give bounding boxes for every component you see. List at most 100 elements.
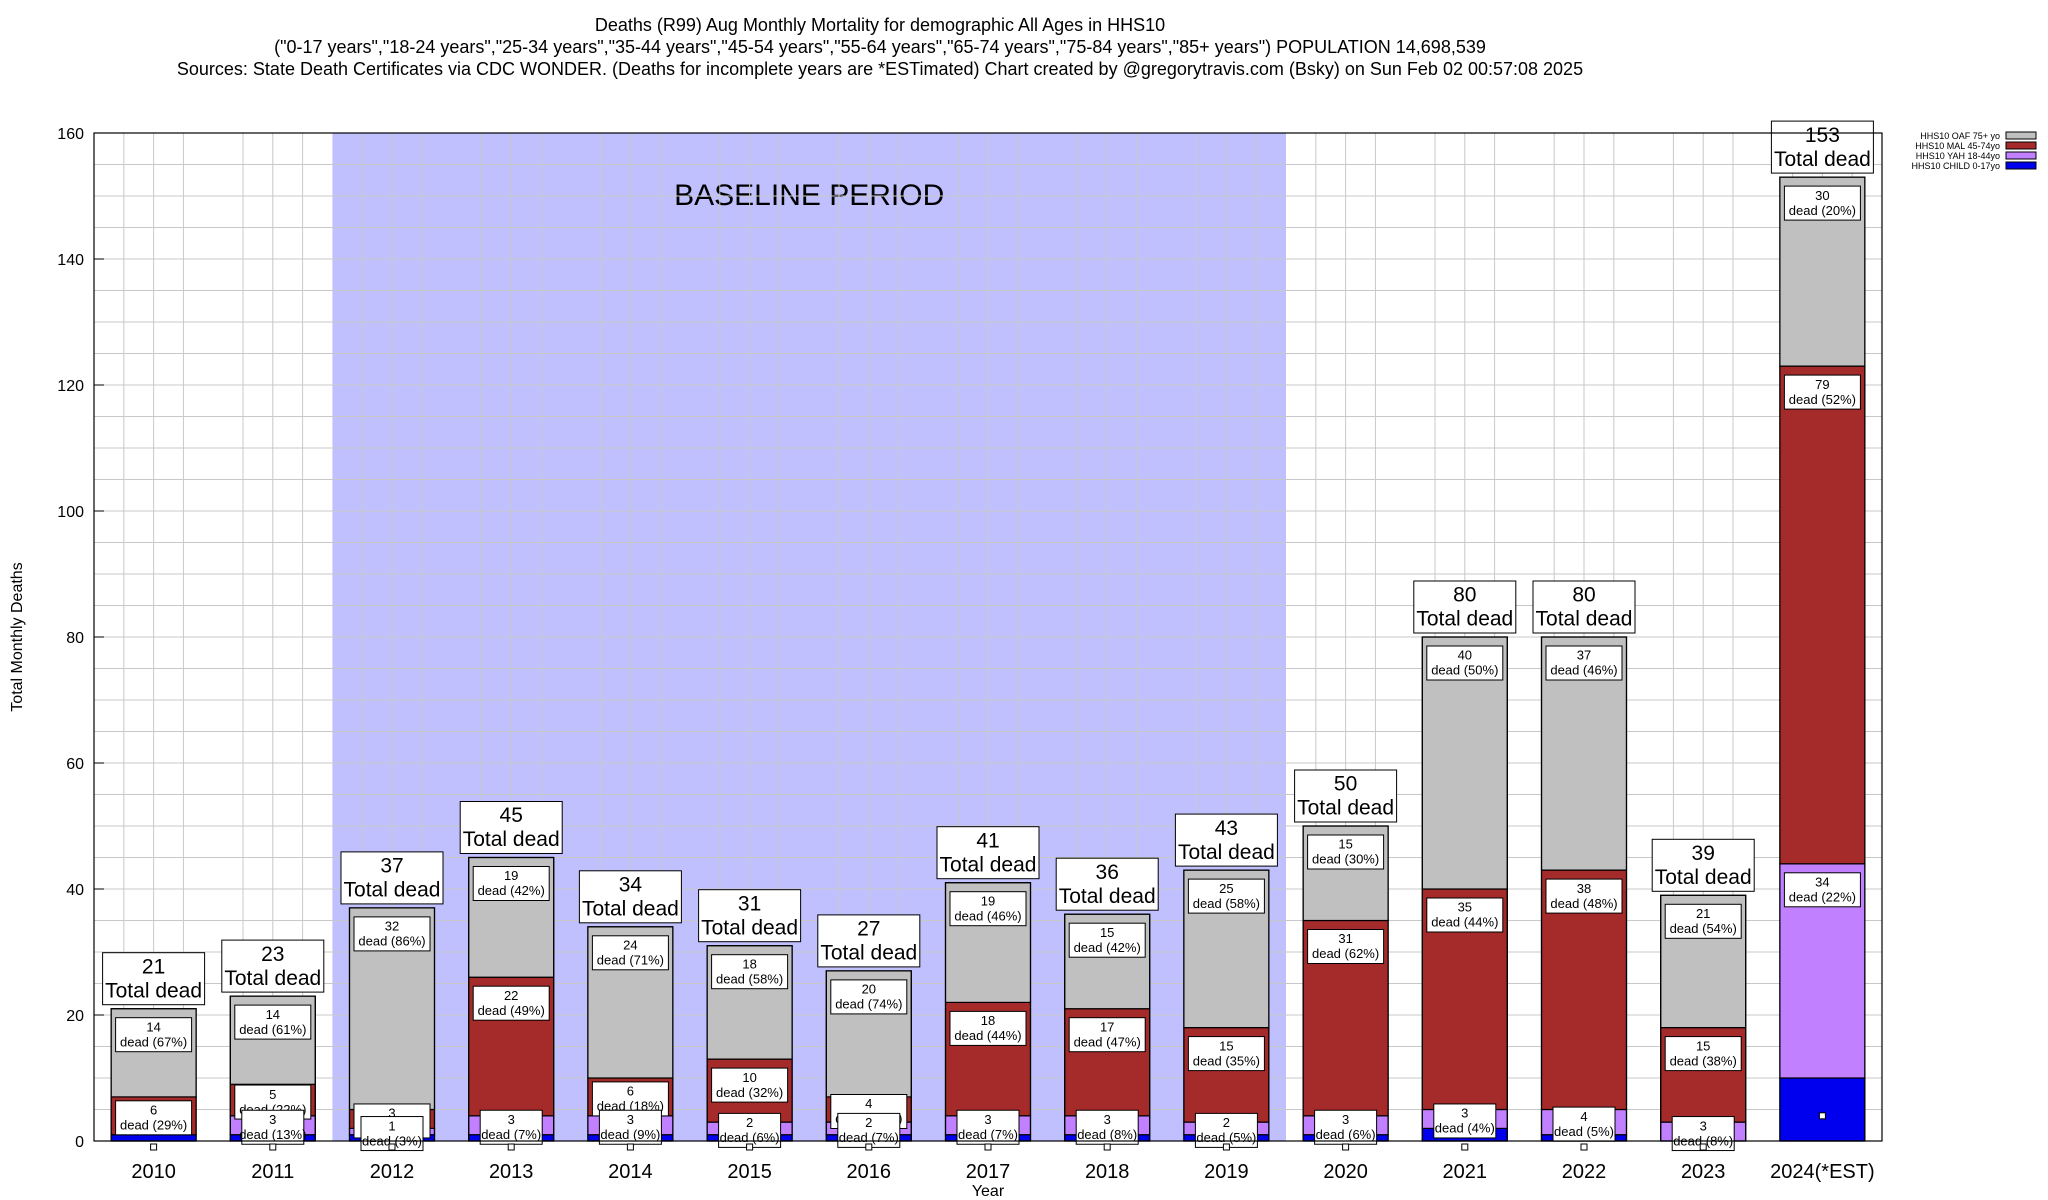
child-marker: [1342, 1143, 1350, 1151]
segment-label-yah-text: 3: [1342, 1112, 1349, 1127]
total-label-text: 153: [1805, 124, 1840, 147]
legend-label-oaf: HHS10 OAF 75+ yo: [1920, 131, 2000, 141]
segment-label-mal-text: dead (38%): [1670, 1053, 1737, 1068]
x-tick-label: 2018: [1085, 1161, 1130, 1183]
segment-label-mal-text: dead (47%): [1074, 1034, 1141, 1049]
segment-label-yah-box: [956, 1109, 1020, 1145]
total-label-box: [102, 952, 206, 1006]
legend-label-mal: HHS10 MAL 45-74yo: [1915, 141, 2000, 151]
segment-label-oaf-text: 24: [623, 938, 637, 953]
total-label-box: [578, 870, 682, 924]
child-marker: [388, 1143, 396, 1151]
segment-label-oaf-text: 40: [1458, 648, 1472, 663]
segment-label-mal-text: 17: [1100, 1019, 1114, 1034]
x-tick-label: 2013: [489, 1161, 534, 1183]
segment-label-yah-box: [479, 1109, 543, 1145]
total-label-box: [1294, 769, 1398, 823]
y-tick-label: 140: [57, 252, 84, 269]
chart-header: Deaths (R99) Aug Monthly Mortality for d…: [0, 14, 1760, 80]
total-label-text: Total dead: [1297, 797, 1394, 820]
child-marker: [626, 1143, 634, 1151]
segment-label-mal-text: dead (48%): [1550, 896, 1617, 911]
x-tick-label: 2024(*EST): [1770, 1161, 1875, 1183]
legend-swatch-mal: [2005, 141, 2037, 150]
total-label-text: Total dead: [344, 879, 441, 902]
segment-label-oaf-text: 14: [146, 1019, 160, 1034]
segment-label-mal-box: [1783, 374, 1861, 410]
legend-swatch-oaf: [2005, 131, 2037, 140]
total-label-box: [817, 914, 921, 968]
segment-label-mal-box: [1068, 1017, 1146, 1053]
segment-label-mal-text: dead (32%): [716, 1085, 783, 1100]
bar-segment-mal: [1779, 365, 1866, 865]
total-label-box: [698, 889, 802, 943]
segment-label-yah-text: 3: [1104, 1112, 1111, 1127]
segment-label-oaf-text: dead (74%): [835, 997, 902, 1012]
total-label-box: [1770, 120, 1874, 174]
segment-label-oaf-text: 20: [862, 982, 876, 997]
segment-label-mal-text: 3: [388, 1106, 395, 1121]
total-label-text: Total dead: [582, 898, 679, 921]
x-tick-label: 2010: [131, 1161, 176, 1183]
total-label-text: Total dead: [1655, 866, 1752, 889]
child-marker: [269, 1143, 277, 1151]
segment-label-oaf-text: 19: [981, 893, 995, 908]
segment-label-yah-box: [1075, 1109, 1139, 1145]
total-label-box: [1174, 813, 1278, 867]
segment-label-mal-text: 38: [1577, 881, 1591, 896]
bar-segment-child: [110, 1134, 197, 1142]
segment-label-yah-text: dead (22%): [1789, 890, 1856, 905]
segment-label-oaf-text: dead (71%): [597, 953, 664, 968]
segment-label-oaf-text: 14: [266, 1007, 280, 1022]
segment-label-oaf-box: [234, 1004, 312, 1040]
segment-label-mal-box: [1426, 897, 1504, 933]
segment-label-mal-text: 18: [981, 1013, 995, 1028]
child-marker: [984, 1143, 992, 1151]
segment-label-oaf-box: [830, 979, 908, 1015]
total-label-text: 80: [1453, 584, 1476, 607]
segment-label-oaf-text: 32: [385, 919, 399, 934]
segment-label-mal-box: [472, 985, 550, 1021]
total-label-text: Total dead: [940, 853, 1037, 876]
segment-label-oaf-box: [1426, 645, 1504, 681]
total-label-box: [1413, 580, 1517, 634]
segment-label-yah-text: dead (7%): [481, 1127, 541, 1142]
child-marker: [865, 1143, 873, 1151]
segment-label-yah-text: 3: [508, 1112, 515, 1127]
legend-swatch-yah: [2005, 151, 2037, 160]
segment-label-yah-text: 2: [1223, 1115, 1230, 1130]
bar-segment-child: [1779, 1077, 1866, 1142]
total-label-text: 27: [857, 918, 880, 941]
segment-label-yah-text: 2: [865, 1115, 872, 1130]
child-marker: [507, 1143, 515, 1151]
segment-label-oaf-text: dead (42%): [1074, 940, 1141, 955]
segment-label-yah-box: [1783, 872, 1861, 908]
y-tick-label: 40: [66, 882, 84, 899]
total-label-text: 80: [1572, 584, 1595, 607]
segment-label-yah-text: dead (9%): [600, 1127, 660, 1142]
legend-swatch-child: [2005, 161, 2037, 170]
segment-label-yah-box: [1314, 1109, 1378, 1145]
segment-label-mal-text: dead (62%): [1312, 946, 1379, 961]
segment-label-mal-text: 5: [269, 1087, 276, 1102]
segment-label-yah-text: 3: [1700, 1118, 1707, 1133]
segment-label-mal-text: dead (29%): [120, 1118, 187, 1133]
segment-label-oaf-text: 30: [1815, 188, 1829, 203]
segment-label-oaf-text: 15: [1338, 837, 1352, 852]
total-label-text: Total dead: [1536, 608, 1633, 631]
segment-label-oaf-text: 25: [1219, 881, 1233, 896]
x-tick-label: 2012: [370, 1161, 415, 1183]
x-tick-label: 2019: [1204, 1161, 1249, 1183]
segment-label-yah-text: dead (6%): [1316, 1127, 1376, 1142]
chart-sources: Sources: State Death Certificates via CD…: [176, 59, 1584, 79]
segment-label-oaf-text: dead (30%): [1312, 852, 1379, 867]
total-label-box: [936, 826, 1040, 880]
segment-label-yah-text: 3: [627, 1112, 634, 1127]
y-axis-label: Total Monthly Deaths: [9, 562, 26, 711]
segment-label-mal-text: 15: [1696, 1038, 1710, 1053]
segment-label-yah-text: dead (7%): [839, 1130, 899, 1145]
segment-label-mal-box: [1545, 878, 1623, 914]
segment-label-oaf-text: dead (54%): [1670, 921, 1737, 936]
segment-label-mal-text: 22: [504, 988, 518, 1003]
segment-label-mal-box: [1664, 1036, 1742, 1072]
